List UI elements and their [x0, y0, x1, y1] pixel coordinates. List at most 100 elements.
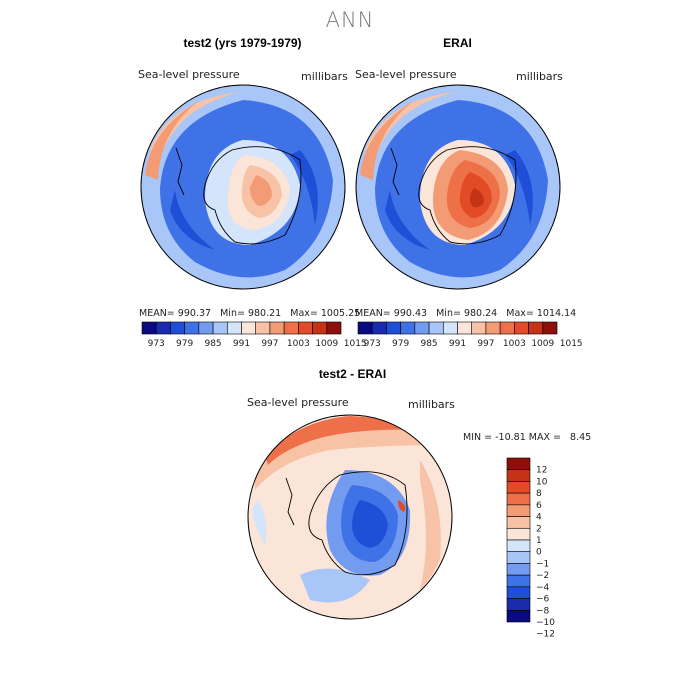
colorbar-erai-swatch [400, 321, 416, 335]
stats-test2: MEAN= 990.37 Min= 980.21 Max= 1005.25 [139, 308, 361, 319]
min-diff: -10.81 [495, 432, 526, 443]
colorbar-test2-tick-label: 979 [176, 339, 193, 349]
colorbar-diff-tick-label: 12 [536, 466, 547, 476]
colorbar-diff-tick-label: 1 [536, 536, 542, 546]
map-test2-trough-core-east [290, 150, 318, 225]
figure-title: ANN [325, 8, 375, 32]
colorbar-test2-swatch [241, 321, 257, 335]
colorbar-diff-tick-label: −8 [536, 606, 550, 616]
variable-label-diff: Sea-level pressure [247, 396, 349, 409]
colorbar-erai: 973 979 985 991 997 1003 1009 1015 [357, 321, 583, 349]
colorbar-diff-swatch [506, 516, 531, 529]
stats-diff: MIN = -10.81 MAX = 8.45 [463, 432, 592, 443]
map-erai-high-northwest-core [360, 100, 415, 180]
colorbar-test2-tick-label: 973 [148, 339, 165, 349]
colorbar-diff-swatch [506, 481, 531, 494]
colorbar-test2-swatch [141, 321, 157, 335]
colorbar-diff-tick-label: −12 [536, 630, 555, 640]
units-label-test2: millibars [301, 70, 348, 83]
map-erai-trough [375, 100, 548, 278]
colorbar-diff-swatch [506, 469, 531, 482]
panel-title-diff: test2 - ERAI [318, 367, 387, 381]
map-diff-border [247, 414, 453, 620]
colorbar-test2-tick-label: 1003 [287, 339, 310, 349]
colorbar-erai-swatch [471, 321, 487, 335]
colorbar-test2-swatch [198, 321, 214, 335]
colorbar-diff-tick-label: 8 [536, 489, 542, 499]
colorbar-diff-swatch [506, 551, 531, 564]
min-erai: 980.24 [463, 308, 498, 319]
max-erai: 1014.14 [536, 308, 577, 319]
map-diff-positive-coast-spot [398, 500, 406, 512]
colorbar-diff-swatch [506, 527, 531, 541]
colorbar-test2-tick-label: 1015 [344, 339, 367, 349]
colorbar-erai-swatch [371, 321, 387, 335]
colorbar-diff-swatch [506, 574, 531, 588]
colorbar-test2-swatch [255, 321, 271, 335]
map-test2-trough [160, 100, 333, 278]
colorbar-diff-swatch [506, 586, 531, 599]
colorbar-erai-tick-label: 985 [420, 339, 437, 349]
colorbar-erai-swatch [386, 321, 401, 335]
colorbar-erai-tick-label: 979 [392, 339, 409, 349]
colorbar-test2-tick-label: 985 [204, 339, 221, 349]
map-diff-negative-west [252, 500, 267, 545]
colorbar-diff-tick-label: 2 [536, 524, 542, 534]
min-test2: 980.21 [247, 308, 282, 319]
map-diff-negative-south [300, 568, 370, 603]
colorbar-erai-swatch [428, 321, 444, 335]
map-test2-trough-core-west [170, 190, 215, 250]
colorbar-erai-swatch [499, 321, 515, 335]
colorbar-test2-tick-label: 991 [233, 339, 250, 349]
stats-erai: MEAN= 990.43 Min= 980.24 Max= 1014.14 [355, 308, 577, 319]
variable-label-erai: Sea-level pressure [355, 68, 457, 81]
map-test2-high-northwest-core [145, 100, 200, 180]
colorbar-diff-swatch [506, 563, 531, 576]
map-erai-trough-core-east [505, 150, 533, 225]
colorbar-test2-tick-label: 1009 [315, 339, 338, 349]
colorbar-diff-swatch [506, 492, 531, 506]
map-erai-antarctica-outline [418, 146, 517, 245]
colorbar-erai-tick-label: 1009 [531, 339, 554, 349]
panel-title-erai: ERAI [443, 36, 472, 50]
colorbar-test2-swatch [269, 321, 285, 335]
map-diff-positive-north-core [265, 416, 420, 465]
colorbar-test2: 973 979 985 991 997 1003 1009 1015 [141, 321, 367, 349]
colorbar-diff-tick-label: −6 [536, 595, 550, 605]
colorbar-diff-swatch [506, 598, 531, 611]
colorbar-test2-swatch [326, 321, 342, 335]
colorbar-diff-swatch [506, 539, 531, 553]
colorbar-diff-tick-label: 0 [536, 548, 542, 558]
map-erai-border [355, 84, 561, 290]
colorbar-erai-swatch [442, 321, 458, 335]
map-erai-south-america-outline [390, 147, 400, 196]
map-test2-antarctica-outline [203, 146, 302, 245]
variable-label-test2: Sea-level pressure [138, 68, 240, 81]
colorbar-test2-swatch [184, 321, 200, 335]
map-diff-antarctica-outline [308, 471, 408, 576]
map-erai [356, 85, 560, 289]
colorbar-erai-swatch [457, 321, 473, 335]
colorbar-diff-tick-label: 6 [536, 501, 542, 511]
map-diff [248, 415, 452, 619]
colorbar-diff-swatch [506, 457, 531, 471]
mean-erai: 990.43 [393, 308, 428, 319]
panel-title-test2: test2 (yrs 1979-1979) [183, 36, 302, 50]
colorbar-diff-tick-label: −2 [536, 571, 549, 581]
colorbar-test2-swatch [283, 321, 299, 335]
map-erai-plateau-peak [469, 188, 484, 208]
colorbar-test2-swatch [312, 321, 328, 335]
colorbar-test2-tick-label: 997 [261, 339, 278, 349]
colorbar-test2-swatch [170, 321, 185, 335]
units-label-diff: millibars [408, 398, 455, 411]
colorbar-diff-tick-label: −4 [536, 583, 550, 593]
colorbar-diff-tick-label: −1 [536, 559, 549, 569]
colorbar-test2-swatch [212, 321, 228, 335]
colorbar-test2-swatch [298, 321, 313, 335]
colorbar-test2-swatch [155, 321, 171, 335]
colorbar-erai-tick-label: 973 [364, 339, 381, 349]
map-diff-south-america-outline [285, 477, 295, 526]
map-erai-trough-core-west [385, 190, 430, 250]
